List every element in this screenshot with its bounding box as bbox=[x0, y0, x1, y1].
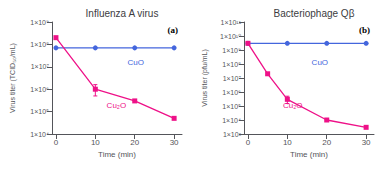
svg-text:Time (min): Time (min) bbox=[98, 150, 136, 159]
svg-text:1×10⁵: 1×10⁵ bbox=[222, 103, 241, 110]
svg-text:Time (min): Time (min) bbox=[290, 150, 328, 159]
svg-text:CuO: CuO bbox=[312, 58, 328, 67]
svg-text:0: 0 bbox=[246, 138, 251, 147]
svg-text:30: 30 bbox=[170, 138, 179, 147]
svg-text:20: 20 bbox=[322, 138, 331, 147]
svg-text:1×10⁴: 1×10⁴ bbox=[30, 131, 49, 138]
svg-text:1×10⁷: 1×10⁷ bbox=[223, 75, 242, 82]
svg-text:30: 30 bbox=[362, 138, 371, 147]
svg-text:1×10⁸: 1×10⁸ bbox=[30, 41, 49, 48]
svg-text:1×10⁶: 1×10⁶ bbox=[222, 89, 241, 96]
svg-text:(a): (a) bbox=[168, 25, 179, 35]
svg-text:1×10¹⁰: 1×10¹⁰ bbox=[220, 33, 241, 40]
svg-text:Cu₂O: Cu₂O bbox=[107, 101, 127, 110]
svg-text:(b): (b) bbox=[359, 25, 370, 35]
svg-text:Influenza A virus: Influenza A virus bbox=[86, 8, 159, 19]
svg-text:Virus titer (pfu/mL): Virus titer (pfu/mL) bbox=[201, 49, 209, 106]
svg-text:Cu₂O: Cu₂O bbox=[283, 101, 303, 110]
svg-text:0: 0 bbox=[54, 138, 59, 147]
svg-text:Virus titer (TCID₅₀/mL): Virus titer (TCID₅₀/mL) bbox=[9, 43, 17, 113]
svg-text:1×10⁹: 1×10⁹ bbox=[222, 47, 241, 54]
svg-text:1×10⁹: 1×10⁹ bbox=[30, 19, 49, 26]
svg-text:1×10³: 1×10³ bbox=[223, 131, 242, 138]
svg-text:1×10⁵: 1×10⁵ bbox=[30, 108, 49, 115]
svg-text:1×10⁷: 1×10⁷ bbox=[31, 63, 50, 70]
svg-text:10: 10 bbox=[283, 138, 292, 147]
svg-text:Bacteriophage Qβ: Bacteriophage Qβ bbox=[274, 8, 355, 19]
svg-text:CuO: CuO bbox=[127, 58, 143, 67]
svg-text:1×10⁸: 1×10⁸ bbox=[222, 61, 241, 68]
svg-text:1×10¹¹: 1×10¹¹ bbox=[221, 19, 242, 26]
svg-text:1×10⁶: 1×10⁶ bbox=[30, 86, 49, 93]
svg-text:20: 20 bbox=[130, 138, 139, 147]
svg-text:1×10⁴: 1×10⁴ bbox=[222, 117, 241, 124]
svg-text:10: 10 bbox=[91, 138, 100, 147]
